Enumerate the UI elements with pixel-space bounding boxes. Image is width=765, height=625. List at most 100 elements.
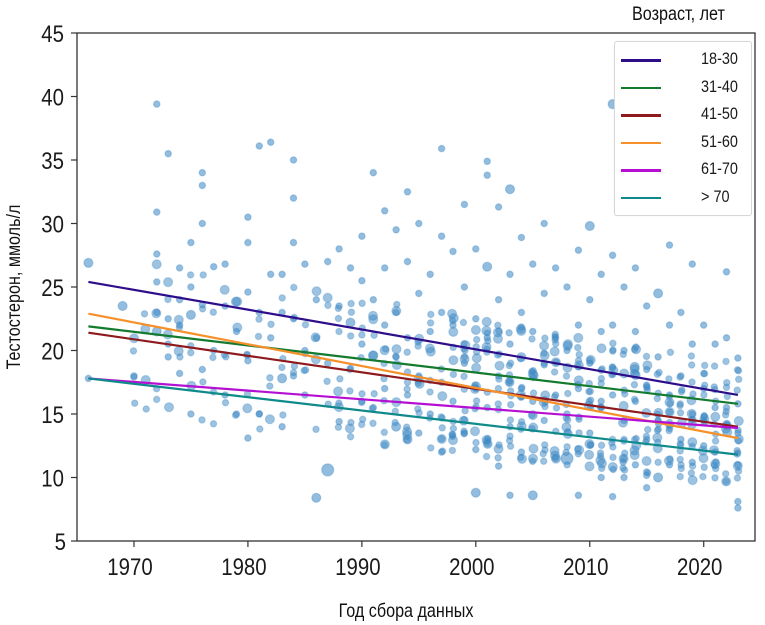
scatter-point (164, 149, 173, 158)
scatter-point (448, 355, 459, 366)
scatter-point (153, 208, 161, 216)
legend-title: Возраст, лет (632, 4, 725, 25)
scatter-point (483, 329, 492, 337)
scatter-point (516, 453, 525, 462)
scatter-point (460, 200, 469, 209)
scatter-point (562, 340, 573, 351)
legend-item: 18-30 (615, 48, 751, 72)
scatter-point (652, 472, 664, 483)
scatter-point (700, 463, 709, 472)
scatter-point (231, 411, 240, 420)
scatter-point (631, 460, 640, 469)
scatter-point (198, 219, 207, 228)
scatter-point (666, 348, 675, 357)
scatter-point (142, 405, 151, 413)
scatter-point (140, 309, 149, 318)
scatter-point (517, 308, 526, 317)
scatter-point (517, 323, 526, 331)
scatter-point (187, 348, 195, 357)
scatter-point (631, 327, 640, 336)
legend-label: 31-40 (701, 76, 738, 96)
scatter-point (609, 346, 617, 354)
scatter-point (413, 405, 422, 413)
scatter-point (289, 156, 298, 164)
scatter-point (471, 353, 482, 364)
scatter-point (573, 332, 584, 343)
scatter-point (506, 270, 514, 279)
scatter-point (700, 361, 709, 370)
trend-line-61-70 (88, 377, 738, 430)
scatter-point (653, 426, 662, 435)
scatter-point (321, 463, 335, 477)
scatter-point (528, 260, 537, 268)
scatter-point (664, 406, 675, 417)
scatter-point (734, 366, 743, 375)
y-axis-title: Тестостерон, ммоль/л (3, 205, 25, 370)
scatter-point (700, 412, 709, 421)
scatter-point (563, 389, 572, 398)
scatter-point (335, 327, 343, 336)
scatter-point (254, 332, 263, 341)
scatter-point (301, 260, 309, 268)
scatter-point (607, 461, 618, 473)
scatter-point (551, 264, 560, 272)
scatter-point (655, 368, 663, 377)
scatter-point (255, 315, 263, 324)
scatter-point (711, 437, 720, 445)
scatter-point (391, 418, 399, 427)
scatter-point (678, 386, 686, 394)
scatter-point (643, 425, 652, 434)
scatter-point (255, 409, 264, 418)
scatter-point (609, 443, 617, 451)
y-tick-label: 45 (41, 20, 64, 47)
legend-swatch (621, 169, 661, 172)
legend: 18-30 31-40 41-50 51-60 61-70 > 70 (614, 41, 752, 216)
scatter-point (654, 353, 662, 361)
scatter-point (391, 344, 402, 355)
scatter-point (597, 379, 606, 388)
scatter-point (265, 382, 274, 390)
scatter-point (380, 428, 389, 437)
scatter-point (289, 194, 298, 202)
scatter-point (585, 429, 594, 437)
scatter-point (506, 432, 514, 441)
scatter-point (722, 383, 731, 392)
scatter-point (278, 363, 286, 372)
legend-label: 51-60 (701, 131, 738, 151)
scatter-point (244, 213, 252, 222)
scatter-point (494, 453, 502, 462)
scatter-point (652, 288, 664, 299)
scatter-point (472, 335, 481, 344)
scatter-point (505, 361, 514, 370)
scatter-point (562, 372, 571, 380)
scatter-point (494, 360, 505, 371)
scatter-point (209, 353, 217, 362)
scatter-point (688, 340, 697, 348)
scatter-point (540, 289, 549, 298)
legend-item: 51-60 (615, 131, 751, 155)
scatter-point (345, 317, 356, 328)
scatter-point (527, 453, 539, 464)
scatter-point (711, 403, 719, 412)
scatter-point (575, 350, 584, 359)
scatter-point (403, 385, 411, 393)
scatter-point (391, 352, 400, 361)
scatter-point (312, 425, 320, 434)
scatter-point (495, 441, 503, 449)
scatter-point (438, 423, 447, 432)
scatter-point (506, 491, 514, 500)
scatter-point (552, 404, 561, 412)
scatter-point (370, 389, 379, 398)
scatter-point (279, 411, 287, 419)
scatter-point (698, 453, 709, 464)
scatter-point (687, 475, 698, 486)
scatter-point (528, 443, 539, 454)
scatter-point (733, 386, 742, 395)
scatter-point (708, 445, 720, 456)
scatter-point (642, 352, 651, 361)
y-tick-label: 10 (41, 465, 64, 492)
scatter-point (402, 426, 413, 437)
scatter-point (358, 299, 366, 308)
scatter-point (414, 429, 423, 437)
scatter-point (642, 382, 651, 391)
